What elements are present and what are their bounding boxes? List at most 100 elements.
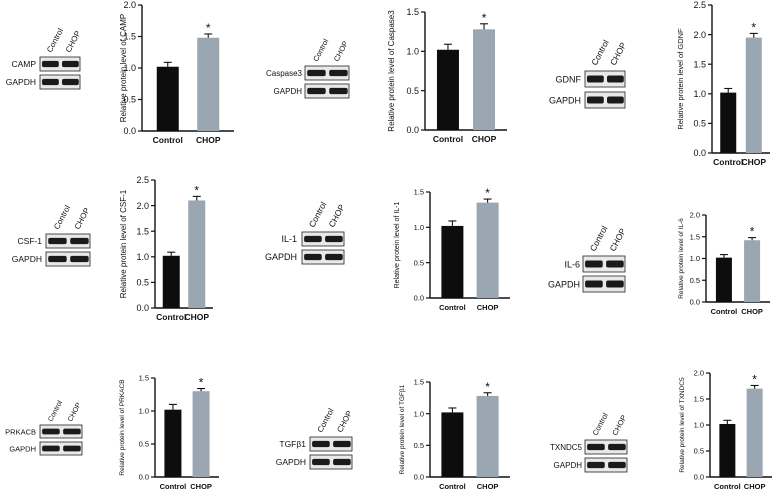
x-tick-label: Control [156,312,186,322]
y-tick-label: 1.0 [123,63,136,73]
blot-frame [45,251,91,267]
y-tick-label: 2.0 [693,30,706,40]
bar-chop [197,37,220,132]
x-tick-label: CHOP [190,482,212,491]
y-tick-label: 0.0 [123,126,136,136]
western-blot-caspase3: Control CHOP Caspase3 GAPDH [266,37,350,99]
lane-label: CHOP [610,414,628,437]
y-axis-label: Relative protein level of PRKACB [119,379,126,475]
y-tick-label: 1.5 [414,188,424,197]
lane-label: CHOP [67,402,83,423]
bar-chart-gdnf: 0.0 0.5 1.0 1.5 2.0 2.5 Control * CHOP Relative p… [676,0,770,167]
blot-band [42,78,59,86]
y-tick-label: 0.0 [690,298,700,307]
x-tick-label: CHOP [477,482,499,491]
blot-frame [301,231,345,247]
y-tick-label: 0.5 [414,441,424,450]
blot-frame [39,424,83,439]
x-tick-label: Control [711,307,738,316]
blot-frame [304,83,350,99]
blot-band [607,96,624,104]
x-tick-label: Control [439,303,466,312]
y-tick-label: 0.0 [694,473,704,482]
y-tick-label: 1.0 [406,46,419,56]
bar-chop [744,240,761,302]
y-tick-label: 1.0 [694,421,704,430]
lane-label: Control [47,399,64,423]
blot-frame [584,70,626,88]
blot-frame [45,233,91,249]
western-blot-txndc5: Control CHOP TXNDC5 GAPDH [550,411,628,473]
y-tick-label: 0.0 [139,473,149,482]
y-tick-label: 0.5 [694,447,704,456]
bar-control [715,257,732,302]
loading-control-label: GAPDH [9,444,36,453]
blot-band [312,458,330,466]
bar-control [719,423,736,477]
y-tick-label: 1.5 [406,7,419,17]
x-tick-label: Control [433,134,463,144]
protein-label: GDNF [556,75,582,85]
lane-label: CHOP [73,206,92,231]
bar-chop [473,29,496,130]
blot-frame [301,249,345,265]
loading-control-label: GAPDH [12,254,42,264]
significance-marker: * [751,20,756,34]
blot-frame [39,56,81,72]
y-tick-label: 1.5 [693,59,706,69]
blot-band [329,87,348,95]
blot-frame [39,74,81,90]
bar-chart-il1: 0.0 0.5 1.0 1.5 Control * CHOP Relative protein… [394,186,510,312]
y-tick-label: 1.0 [136,252,149,262]
loading-control-label: GAPDH [6,77,36,87]
significance-marker: * [482,11,487,25]
loading-control-label: GAPDH [274,87,303,96]
western-blot-prkacb: Control CHOP PRKACB GAPDH [5,399,83,456]
bar-chart-caspase3: 0.0 0.5 1.0 1.5 Control * CHOP Relative protein… [387,7,507,144]
y-tick-label: 0.0 [136,303,149,313]
blot-band [325,235,343,243]
loading-control-label: GAPDH [554,461,583,470]
blot-frame [582,255,626,273]
lane-label: CHOP [64,29,83,54]
protein-label: TGFβ1 [279,439,306,449]
bar-chop [476,202,499,298]
x-tick-label: Control [160,482,187,491]
blot-frame [304,65,350,81]
y-tick-label: 2.0 [123,0,136,10]
y-tick-label: 0.0 [406,125,419,135]
blot-band [70,237,89,245]
loading-control-label: GAPDH [265,252,297,262]
y-tick-label: 0.5 [123,95,136,105]
blot-band [585,260,603,268]
blot-band [606,280,624,288]
y-tick-label: 1.5 [690,232,700,241]
loading-control-label: GAPDH [549,96,581,106]
y-tick-label: 1.5 [694,395,704,404]
bar-control [436,49,459,131]
y-tick-label: 1.5 [123,32,136,42]
bar-control [441,412,464,477]
protein-label: Caspase3 [266,69,303,78]
significance-marker: * [206,21,211,35]
blot-band [608,461,626,469]
y-tick-label: 1.0 [690,254,700,263]
blot-band [329,69,348,77]
lane-label: Control [316,407,336,434]
x-tick-label: CHOP [741,307,763,316]
y-tick-label: 0.5 [414,258,424,267]
blot-band [63,428,81,435]
y-axis-label: Relative protein level of GDNF [676,28,685,130]
protein-label: IL-6 [564,260,580,270]
y-axis-label: Relative protein level of Caspase3 [387,10,396,132]
lane-label: Control [45,27,65,54]
y-tick-label: 1.0 [414,409,424,418]
y-tick-label: 2.0 [136,201,149,211]
protein-label: PRKACB [5,427,36,436]
significance-marker: * [752,372,757,386]
y-axis-label: Relative protein level of CAMP [119,14,128,123]
